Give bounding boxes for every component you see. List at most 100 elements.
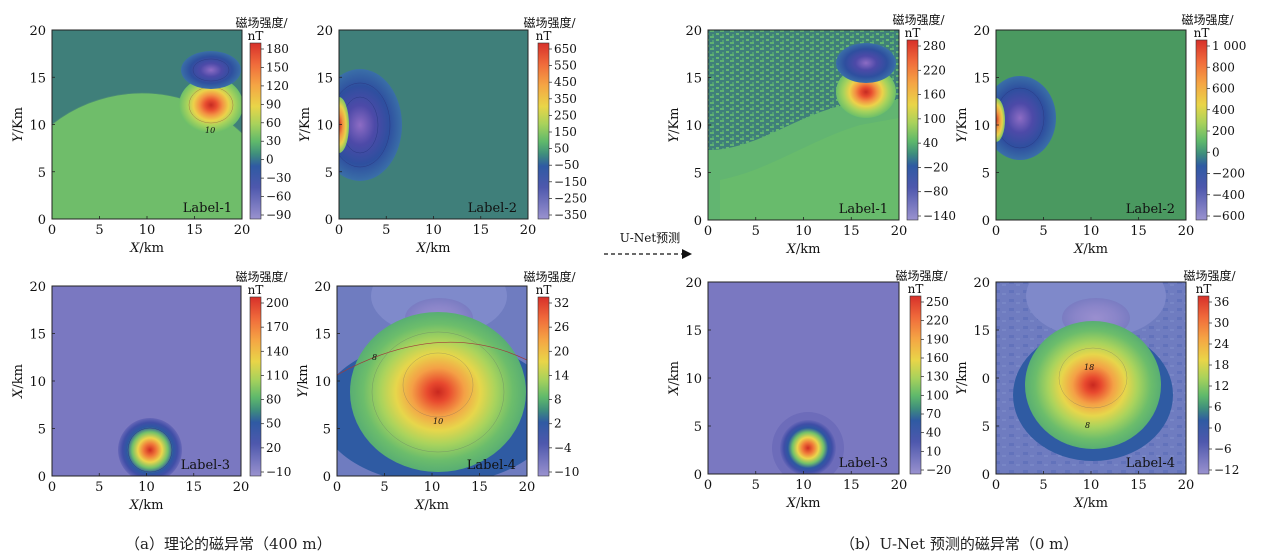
y-tick-label: 0	[982, 372, 990, 387]
panel-label: Label-3	[839, 456, 888, 471]
contour-line	[337, 341, 527, 376]
caption-left: （a）理论的磁异常（400 m）	[125, 535, 332, 553]
colorbar-tick-label: −250	[554, 191, 587, 205]
y-tick-label: 15	[973, 72, 990, 87]
y-axis-label: Y/km	[955, 361, 970, 394]
panel-label: Label-1	[183, 201, 232, 216]
panel-b3	[707, 281, 900, 475]
y-tick-label: 20	[29, 24, 46, 39]
y-axis-label: Y/Km	[955, 107, 970, 142]
colorbar-tick-label: −90	[266, 208, 291, 222]
y-tick-label: 20	[685, 24, 702, 39]
x-tick-label: 5	[380, 480, 388, 495]
chart-b4-labels: 0 5 10 15 20 0 5 0 15 20 X/km Y/km Label-4 18 8 磁场强度/nT…	[955, 268, 1239, 511]
x-tick-label: 15	[1130, 224, 1147, 239]
halo-positive	[720, 118, 899, 220]
colorbar-title: 磁场强度/	[523, 269, 576, 284]
x-tick-label: 10	[1083, 478, 1100, 493]
colorbar-unit: nT	[908, 282, 924, 296]
panel-b4	[995, 281, 1187, 475]
colorbar-tick-label: 50	[554, 142, 569, 156]
x-axis-label: X/km	[129, 241, 164, 256]
panel-a3	[51, 285, 242, 477]
positive-anomaly	[996, 98, 1005, 142]
colorbar-tick-label: −10	[554, 465, 579, 479]
x-axis-label: X/km	[786, 242, 821, 257]
colorbar-title: 磁场强度/	[1183, 268, 1236, 283]
chart-b1-labels: 0 5 10 15 20 0 5 10 15 20 X/km Y/Km Label-1 磁场强度/nT28…	[667, 12, 956, 257]
colorbar-tick-label: −60	[266, 190, 291, 204]
y-tick-label: 20	[973, 276, 990, 291]
colorbar-tick-label: 40	[926, 426, 941, 440]
y-tick-label: 20	[29, 280, 46, 295]
x-tick-label: 0	[704, 224, 712, 239]
negative-anomaly	[181, 51, 241, 89]
colorbar-tick-label: 200	[266, 296, 289, 310]
colorbar-tick-label: 170	[266, 320, 289, 334]
colorbar-tick-label: 350	[554, 92, 577, 106]
colorbar-tick-label: 40	[923, 136, 938, 150]
positive-anomaly	[179, 77, 242, 133]
x-tick-label: 20	[234, 223, 251, 238]
y-tick-label: 0	[694, 214, 702, 229]
y-tick-label: 5	[38, 423, 46, 438]
y-tick-label: 15	[973, 324, 990, 339]
x-axis-label: X/km	[786, 496, 821, 511]
colorbar-title: 磁场强度/	[895, 268, 948, 283]
y-tick-label: 10	[685, 119, 702, 134]
colorbar-tick-label: 800	[1212, 60, 1235, 74]
x-tick-label: 15	[843, 224, 860, 239]
x-tick-label: 15	[472, 223, 489, 238]
colorbar-tick-label: −30	[266, 171, 291, 185]
negative-anomaly	[339, 69, 402, 181]
positive-anomaly	[1025, 321, 1161, 449]
colorbar-tick-label: −20	[926, 463, 951, 477]
colorbar-tick-label: 70	[926, 407, 941, 421]
y-tick-label: 15	[685, 72, 702, 87]
colorbar-tick-label: 0	[1212, 145, 1220, 159]
colorbar-tick-label: 10	[926, 444, 941, 458]
colorbar-tick-label: −10	[266, 465, 291, 479]
colorbar-tick-label: −350	[554, 208, 587, 222]
y-tick-label: 5	[982, 167, 990, 182]
colorbar-tick-label: 400	[1212, 103, 1235, 117]
colorbar-tick-label: 18	[1214, 358, 1229, 372]
colorbar-tick-label: 36	[1214, 295, 1229, 309]
colorbar-tick-label: 220	[923, 63, 946, 77]
x-tick-label: 5	[382, 223, 390, 238]
colorbar-tick-label: 24	[1214, 337, 1230, 351]
y-axis-label: X/km	[11, 364, 26, 399]
y-tick-label: 15	[316, 71, 333, 86]
colorbar-tick-label: −140	[923, 209, 956, 223]
contour-line	[996, 87, 1045, 149]
colorbar-tick-label: 190	[926, 332, 949, 346]
panel-b2	[995, 29, 1187, 221]
y-axis-label: Y/km	[296, 364, 311, 397]
y-axis-label: Y/Km	[667, 107, 682, 142]
x-tick-label: 20	[1178, 224, 1195, 239]
colorbar-tick-label: −400	[1212, 188, 1245, 202]
colorbar-title: 磁场强度/	[235, 269, 288, 284]
positive-anomaly	[339, 97, 349, 153]
x-tick-label: 5	[752, 224, 760, 239]
chart-a2-labels: 0 5 10 15 20 0 5 10 15 20 X/km Y/Km Label-2 磁场强度/nT65…	[298, 15, 587, 256]
negative-anomaly	[996, 76, 1056, 160]
contour-line	[1058, 347, 1128, 409]
x-tick-label: 20	[891, 224, 908, 239]
colorbar-unit: nT	[905, 26, 921, 40]
colorbar-tick-label: 150	[266, 60, 289, 74]
x-tick-label: 15	[186, 223, 203, 238]
y-tick-label: 20	[316, 24, 333, 39]
x-tick-label: 5	[95, 480, 103, 495]
colorbar-b1	[906, 39, 919, 221]
colorbar-tick-label: 600	[1212, 82, 1235, 96]
y-axis-label: Y/Km	[11, 107, 26, 142]
colorbar-tick-label: 12	[1214, 379, 1229, 393]
y-tick-label: 10	[973, 119, 990, 134]
colorbar-title: 磁场强度/	[523, 15, 576, 30]
positive-anomaly	[350, 312, 526, 472]
x-tick-label: 15	[471, 480, 488, 495]
colorbar-tick-label: 30	[1214, 316, 1229, 330]
colorbar-tick-label: −4	[554, 441, 572, 455]
labels-layer: 0 5 10 15 2005101520X/kmY/KmLabel-110磁场强度/nT…	[11, 12, 1246, 513]
